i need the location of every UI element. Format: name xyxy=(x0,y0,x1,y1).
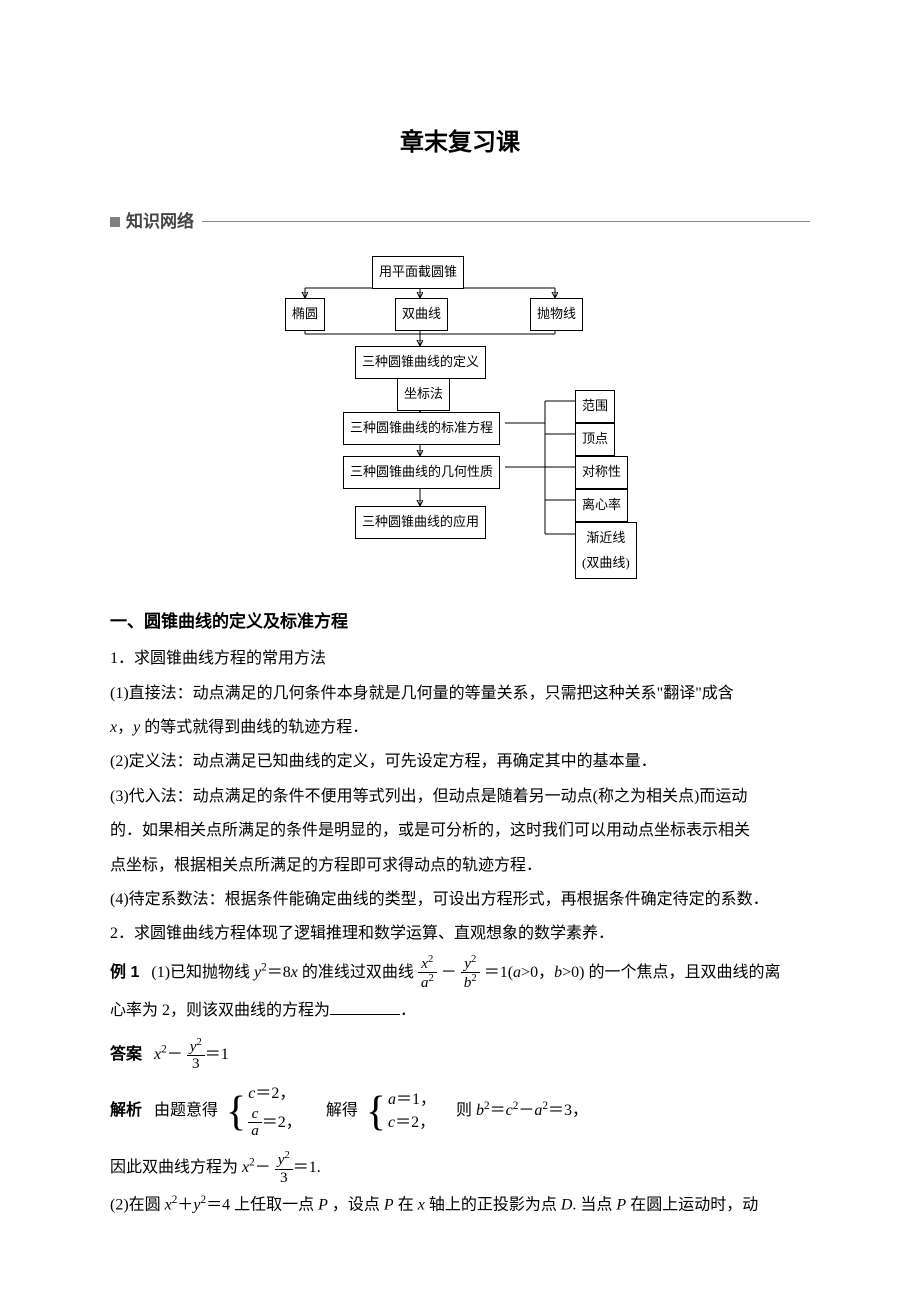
text: (1)直接法：动点满足的几何条件本身就是几何量的等量关系，只需把这种关系"翻译"… xyxy=(110,685,734,702)
node-def: 三种圆锥曲线的定义 xyxy=(355,346,486,379)
answer: 答案 x2－ y2 3 ＝1 xyxy=(110,1037,810,1074)
section-label: 知识网络 xyxy=(126,206,194,238)
brace-system: { c＝2， ca＝2， xyxy=(226,1083,302,1140)
para: (3)代入法：动点满足的条件不便用等式列出，但动点是随着另一动点(称之为相关点)… xyxy=(110,782,810,812)
text: 的准线过双曲线 xyxy=(302,964,414,981)
fraction: y2 3 xyxy=(275,1150,293,1187)
var-x: x xyxy=(110,719,117,736)
solution: 解析 由题意得 { c＝2， ca＝2， 解得 { a＝1， c＝2， 则 b2… xyxy=(110,1083,810,1140)
para: (1)直接法：动点满足的几何条件本身就是几何量的等量关系，只需把这种关系"翻译"… xyxy=(110,679,810,709)
node-asymptote: 渐近线 (双曲线) xyxy=(575,522,637,579)
answer-label: 答案 xyxy=(110,1046,142,1063)
node-ellipse: 椭圆 xyxy=(285,298,325,331)
blank xyxy=(330,1014,400,1015)
text: 在圆上运动时，动 xyxy=(630,1197,758,1214)
fraction: y2 3 xyxy=(187,1037,205,1074)
text: 心率为 2，则该双曲线的方程为 xyxy=(110,1002,330,1019)
node-hyperbola: 双曲线 xyxy=(395,298,448,331)
section-marker xyxy=(110,217,120,227)
node-app: 三种圆锥曲线的应用 xyxy=(355,506,486,539)
node-range: 范围 xyxy=(575,390,615,423)
node-geom: 三种圆锥曲线的几何性质 xyxy=(343,456,500,489)
fraction: x2 a2 xyxy=(418,954,437,993)
brace-system: { a＝1， c＝2， xyxy=(366,1089,436,1134)
node-symmetry: 对称性 xyxy=(575,456,628,489)
heading-1: 一、圆锥曲线的定义及标准方程 xyxy=(110,606,810,638)
para: (4)待定系数法：根据条件能确定曲线的类型，可设出方程形式，再根据条件确定待定的… xyxy=(110,885,810,915)
flowchart: 用平面截圆锥 椭圆 双曲线 抛物线 三种圆锥曲线的定义 坐标法 三种圆锥曲线的标… xyxy=(245,256,675,576)
node-ecc: 离心率 xyxy=(575,489,628,522)
para: 点坐标，根据相关点所满足的方程即可求得动点的轨迹方程． xyxy=(110,851,810,881)
example-label: 例 1 xyxy=(110,964,139,981)
text: (2)在圆 xyxy=(110,1197,165,1214)
text: 的等式就得到曲线的轨迹方程． xyxy=(144,719,368,736)
para: (2)在圆 x2＋y2＝4 上任取一点 P ，设点 P 在 x 轴上的正投影为点… xyxy=(110,1190,810,1221)
text: 则 xyxy=(456,1102,476,1119)
node-top: 用平面截圆锥 xyxy=(372,256,464,289)
node-std: 三种圆锥曲线的标准方程 xyxy=(343,412,500,445)
fraction: y2 b2 xyxy=(461,954,480,993)
text: 轴上的正投影为点 xyxy=(429,1197,561,1214)
solution-label: 解析 xyxy=(110,1102,142,1119)
text: 当点 xyxy=(580,1197,616,1214)
example-1: 例 1 (1)已知抛物线 y2＝8x 的准线过双曲线 x2 a2 － y2 b2… xyxy=(110,954,810,993)
section-rule xyxy=(202,221,810,222)
section-header: 知识网络 xyxy=(110,206,810,238)
var-y: y xyxy=(133,719,140,736)
text: 上任取一点 xyxy=(234,1197,318,1214)
text: 因此双曲线方程为 xyxy=(110,1159,242,1176)
para: 1．求圆锥曲线方程的常用方法 xyxy=(110,644,810,674)
para: 因此双曲线方程为 x2－ y2 3 ＝1. xyxy=(110,1150,810,1187)
para: 心率为 2，则该双曲线的方程为． xyxy=(110,996,810,1026)
text: 解得 xyxy=(326,1102,358,1119)
text: (1)已知抛物线 xyxy=(151,964,254,981)
para: 的．如果相关点所满足的条件是明显的，或是可分析的，这时我们可以用动点坐标表示相关 xyxy=(110,816,810,846)
text: 由题意得 xyxy=(154,1102,218,1119)
para: x，y 的等式就得到曲线的轨迹方程． xyxy=(110,713,810,743)
page-title: 章末复习课 xyxy=(110,120,810,166)
para: 2．求圆锥曲线方程体现了逻辑推理和数学运算、直观想象的数学素养． xyxy=(110,919,810,949)
node-parabola: 抛物线 xyxy=(530,298,583,331)
text: 在 xyxy=(398,1197,418,1214)
text: 的一个焦点，且双曲线的离 xyxy=(588,964,780,981)
para: (2)定义法：动点满足已知曲线的定义，可先设定方程，再确定其中的基本量． xyxy=(110,747,810,777)
page: 章末复习课 知识网络 xyxy=(0,0,920,1285)
text: ，设点 xyxy=(332,1197,384,1214)
node-coord: 坐标法 xyxy=(397,378,450,411)
node-vertex: 顶点 xyxy=(575,423,615,456)
